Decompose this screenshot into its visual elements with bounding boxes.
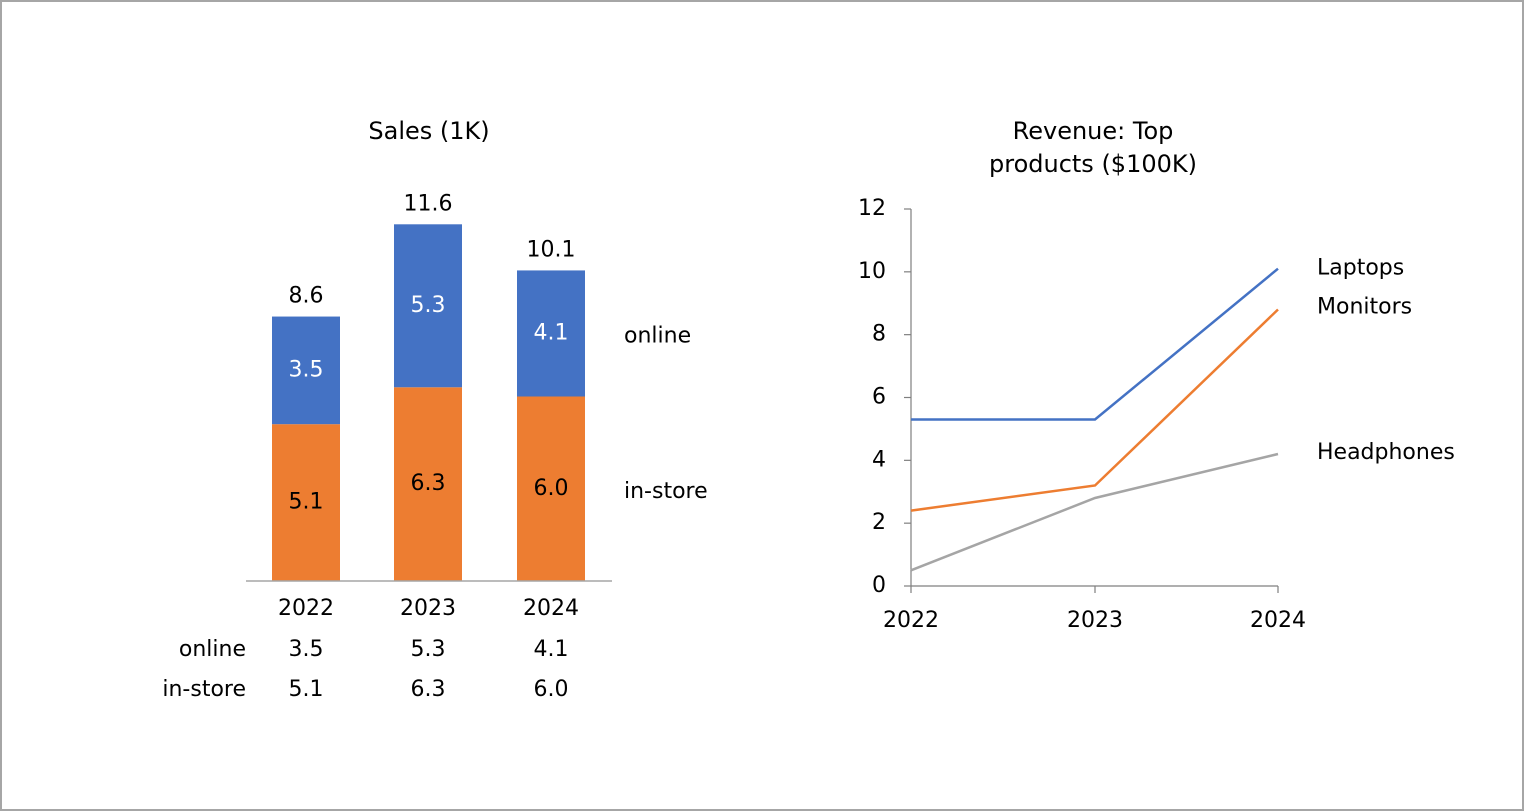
data-table-cell-online-2022: 3.5	[289, 637, 324, 662]
data-table-cell-in-store-2023: 6.3	[411, 677, 446, 702]
bar-segment-online-2022	[272, 316, 340, 425]
bar-data-label-online-2023: 5.3	[411, 293, 446, 318]
data-table-cell-online-2023: 5.3	[411, 637, 446, 662]
line-series-label-Laptops: Laptops	[1317, 256, 1404, 281]
line-y-tick-label-6: 6	[872, 385, 886, 410]
bar-total-label-2024: 10.1	[527, 237, 576, 262]
bar-segment-online-2024	[517, 270, 585, 397]
bar-data-label-in-store-2023: 6.3	[411, 471, 446, 496]
bar-category-label-2023: 2023	[400, 596, 456, 621]
line-chart-title-line2: products ($100K)	[989, 150, 1197, 178]
line-y-tick-label-2: 2	[872, 510, 886, 535]
bar-chart-title: Sales (1K)	[368, 117, 489, 145]
bar-series-label-online: online	[624, 323, 691, 348]
data-table-cell-in-store-2022: 5.1	[289, 677, 324, 702]
bar-data-label-in-store-2024: 6.0	[534, 476, 569, 501]
line-y-tick-label-4: 4	[872, 447, 886, 472]
line-series-Monitors	[910, 308, 1279, 512]
line-x-tick-label-2022: 2022	[883, 608, 939, 633]
bar-data-label-in-store-2022: 5.1	[289, 490, 324, 515]
data-table-cell-online-2024: 4.1	[534, 637, 569, 662]
data-table-row-label-online: online	[179, 637, 246, 662]
line-y-tick-label-0: 0	[872, 573, 886, 598]
line-y-tick-label-10: 10	[858, 259, 886, 284]
bar-segment-in-store-2022	[272, 424, 340, 581]
bar-category-label-2024: 2024	[523, 596, 579, 621]
line-y-tick-label-8: 8	[872, 322, 886, 347]
data-table-cell-in-store-2024: 6.0	[534, 677, 569, 702]
bar-data-label-online-2024: 4.1	[534, 320, 569, 345]
line-series-Laptops	[911, 267, 1279, 421]
data-table-row-label-in-store: in-store	[162, 677, 246, 702]
bar-total-label-2022: 8.6	[289, 284, 324, 309]
line-series-label-Headphones: Headphones	[1317, 440, 1455, 465]
bar-category-label-2022: 2022	[278, 596, 334, 621]
bar-total-label-2023: 11.6	[404, 191, 453, 216]
bar-segment-in-store-2023	[394, 387, 462, 581]
line-series-Headphones	[910, 452, 1279, 572]
bar-series-label-in-store: in-store	[624, 479, 708, 504]
line-y-tick-label-12: 12	[858, 196, 886, 221]
line-x-tick-label-2024: 2024	[1250, 608, 1306, 633]
line-series-label-Monitors: Monitors	[1317, 295, 1412, 320]
line-chart-title: Revenue: Top	[1013, 117, 1174, 145]
bar-segment-online-2023	[394, 224, 462, 388]
bar-data-label-online-2022: 3.5	[289, 357, 324, 382]
bar-segment-in-store-2024	[517, 396, 585, 581]
line-x-tick-label-2023: 2023	[1067, 608, 1123, 633]
